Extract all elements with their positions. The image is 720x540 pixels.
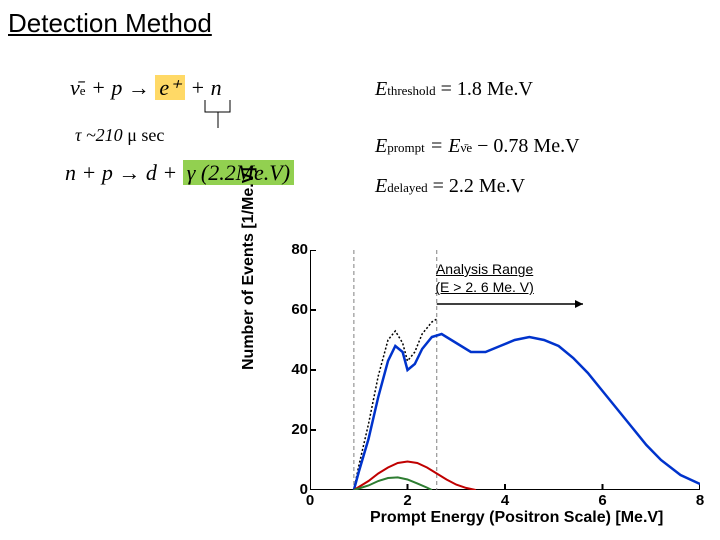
- eq1-plus-n: + n: [185, 75, 222, 100]
- eq1-positron-highlight: e⁺: [155, 75, 184, 100]
- equation-2: n + p → d + γ (2.2Me.V): [65, 160, 294, 186]
- y-tick-label: 20: [278, 421, 308, 438]
- tau-value: τ ~210: [75, 125, 123, 145]
- equation-threshold: Ethreshold = 1.8 Me.V: [375, 78, 533, 101]
- tau-unit: μ sec: [123, 125, 165, 145]
- x-axis-label: Prompt Energy (Positron Scale) [Me.V]: [370, 509, 663, 527]
- eq1-arrow: + p →: [86, 75, 156, 100]
- y-axis-label: Number of Events [1/Me.V]: [240, 167, 258, 370]
- x-tick-label: 6: [593, 492, 613, 509]
- x-tick-label: 8: [690, 492, 710, 509]
- y-tick-label: 40: [278, 361, 308, 378]
- equation-prompt: Eprompt = Eν̄e − 0.78 Me.V: [375, 135, 580, 158]
- bracket-connector: [200, 100, 260, 160]
- x-tick-label: 4: [495, 492, 515, 509]
- x-tick-label: 0: [300, 492, 320, 509]
- events-chart: Number of Events [1/Me.V] Prompt Energy …: [250, 240, 710, 525]
- equation-delayed: Edelayed = 2.2 Me.V: [375, 175, 525, 198]
- y-tick-label: 80: [278, 241, 308, 258]
- analysis-range-annotation: Analysis Range(E > 2. 6 Me. V): [435, 260, 533, 296]
- x-tick-label: 2: [398, 492, 418, 509]
- eq1-nubar: ν̄: [70, 75, 80, 100]
- y-tick-label: 60: [278, 301, 308, 318]
- page-title: Detection Method: [8, 8, 212, 39]
- eq2-gamma-highlight: γ (2.2Me.V): [183, 160, 294, 185]
- tau-line: τ ~210 μ sec: [75, 125, 164, 146]
- eq2-left: n + p → d +: [65, 160, 183, 185]
- equation-1: ν̄e + p → e⁺ + n: [70, 75, 222, 101]
